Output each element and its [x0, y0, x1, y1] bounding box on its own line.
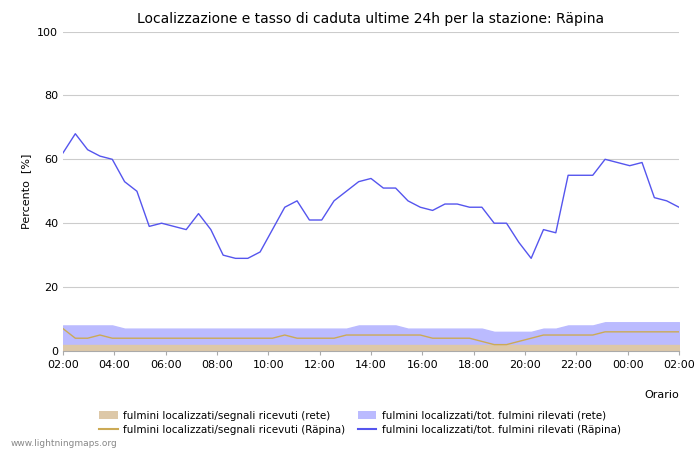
Legend: fulmini localizzati/segnali ricevuti (rete), fulmini localizzati/segnali ricevut: fulmini localizzati/segnali ricevuti (re…: [99, 410, 621, 435]
Text: www.lightningmaps.org: www.lightningmaps.org: [10, 439, 118, 448]
Title: Localizzazione e tasso di caduta ultime 24h per la stazione: Räpina: Localizzazione e tasso di caduta ultime …: [137, 12, 605, 26]
Y-axis label: Percento  [%]: Percento [%]: [22, 153, 32, 229]
Text: Orario: Orario: [644, 390, 679, 400]
